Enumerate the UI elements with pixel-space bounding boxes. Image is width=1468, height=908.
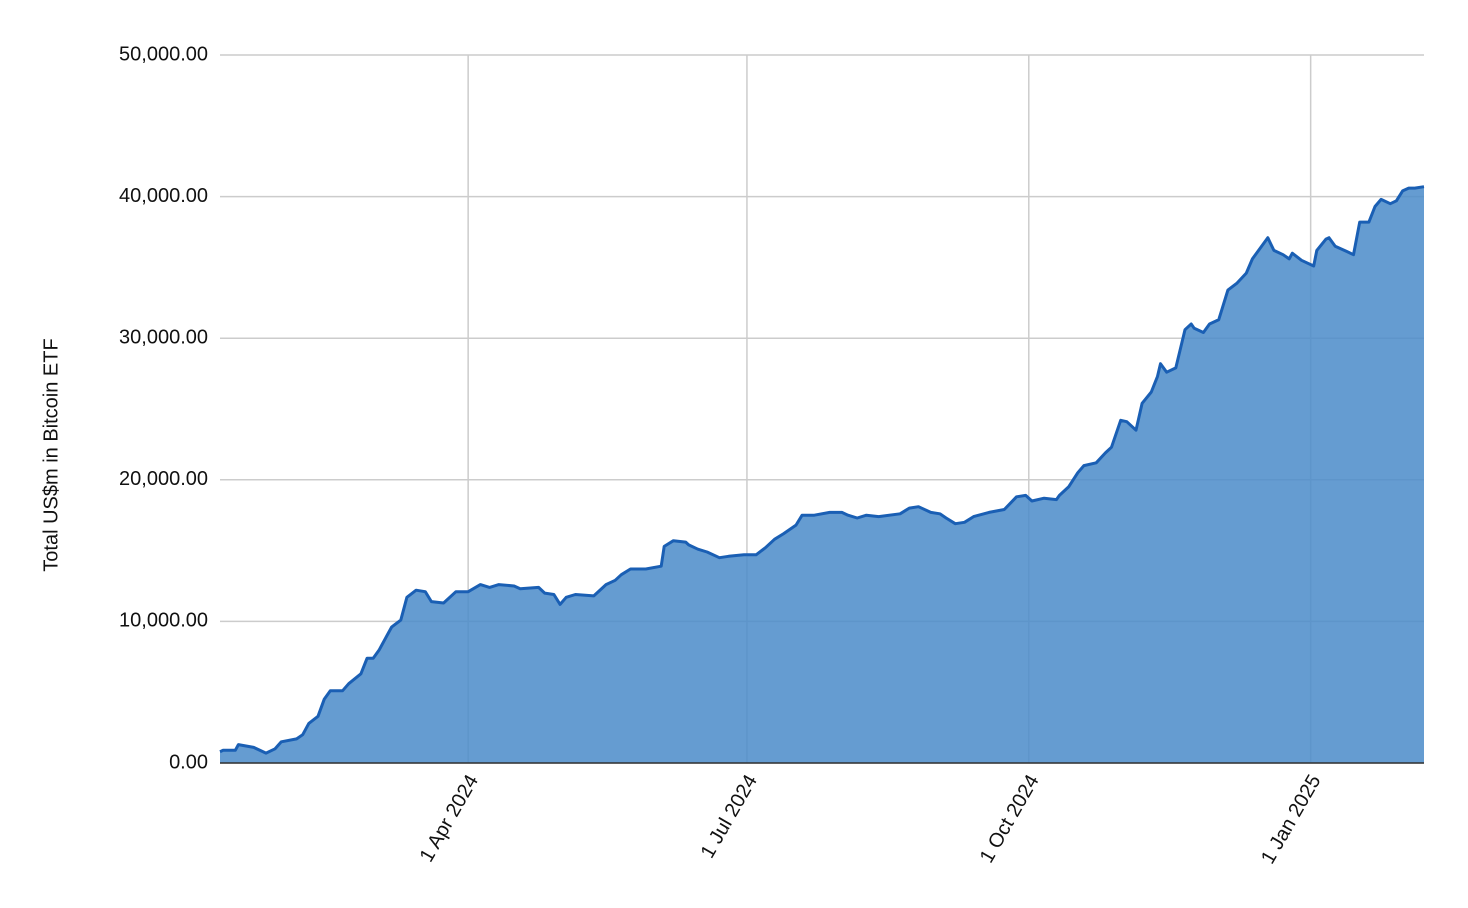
x-tick-label: 1 Jan 2025 (1257, 771, 1326, 868)
x-tick-label: 1 Apr 2024 (416, 771, 483, 866)
y-tick-label: 20,000.00 (119, 468, 208, 490)
y-tick-label: 50,000.00 (119, 43, 208, 65)
y-tick-label: 10,000.00 (119, 610, 208, 632)
y-tick-label: 30,000.00 (119, 326, 208, 348)
x-tick-label: 1 Jul 2024 (697, 771, 762, 862)
y-tick-label: 0.00 (169, 751, 208, 773)
area-line (219, 185, 1425, 755)
x-tick-label: 1 Oct 2024 (976, 771, 1044, 867)
y-axis-title: Total US$m in Bitcoin ETF (40, 338, 62, 571)
y-tick-label: 40,000.00 (119, 185, 208, 207)
area (220, 186, 1424, 763)
